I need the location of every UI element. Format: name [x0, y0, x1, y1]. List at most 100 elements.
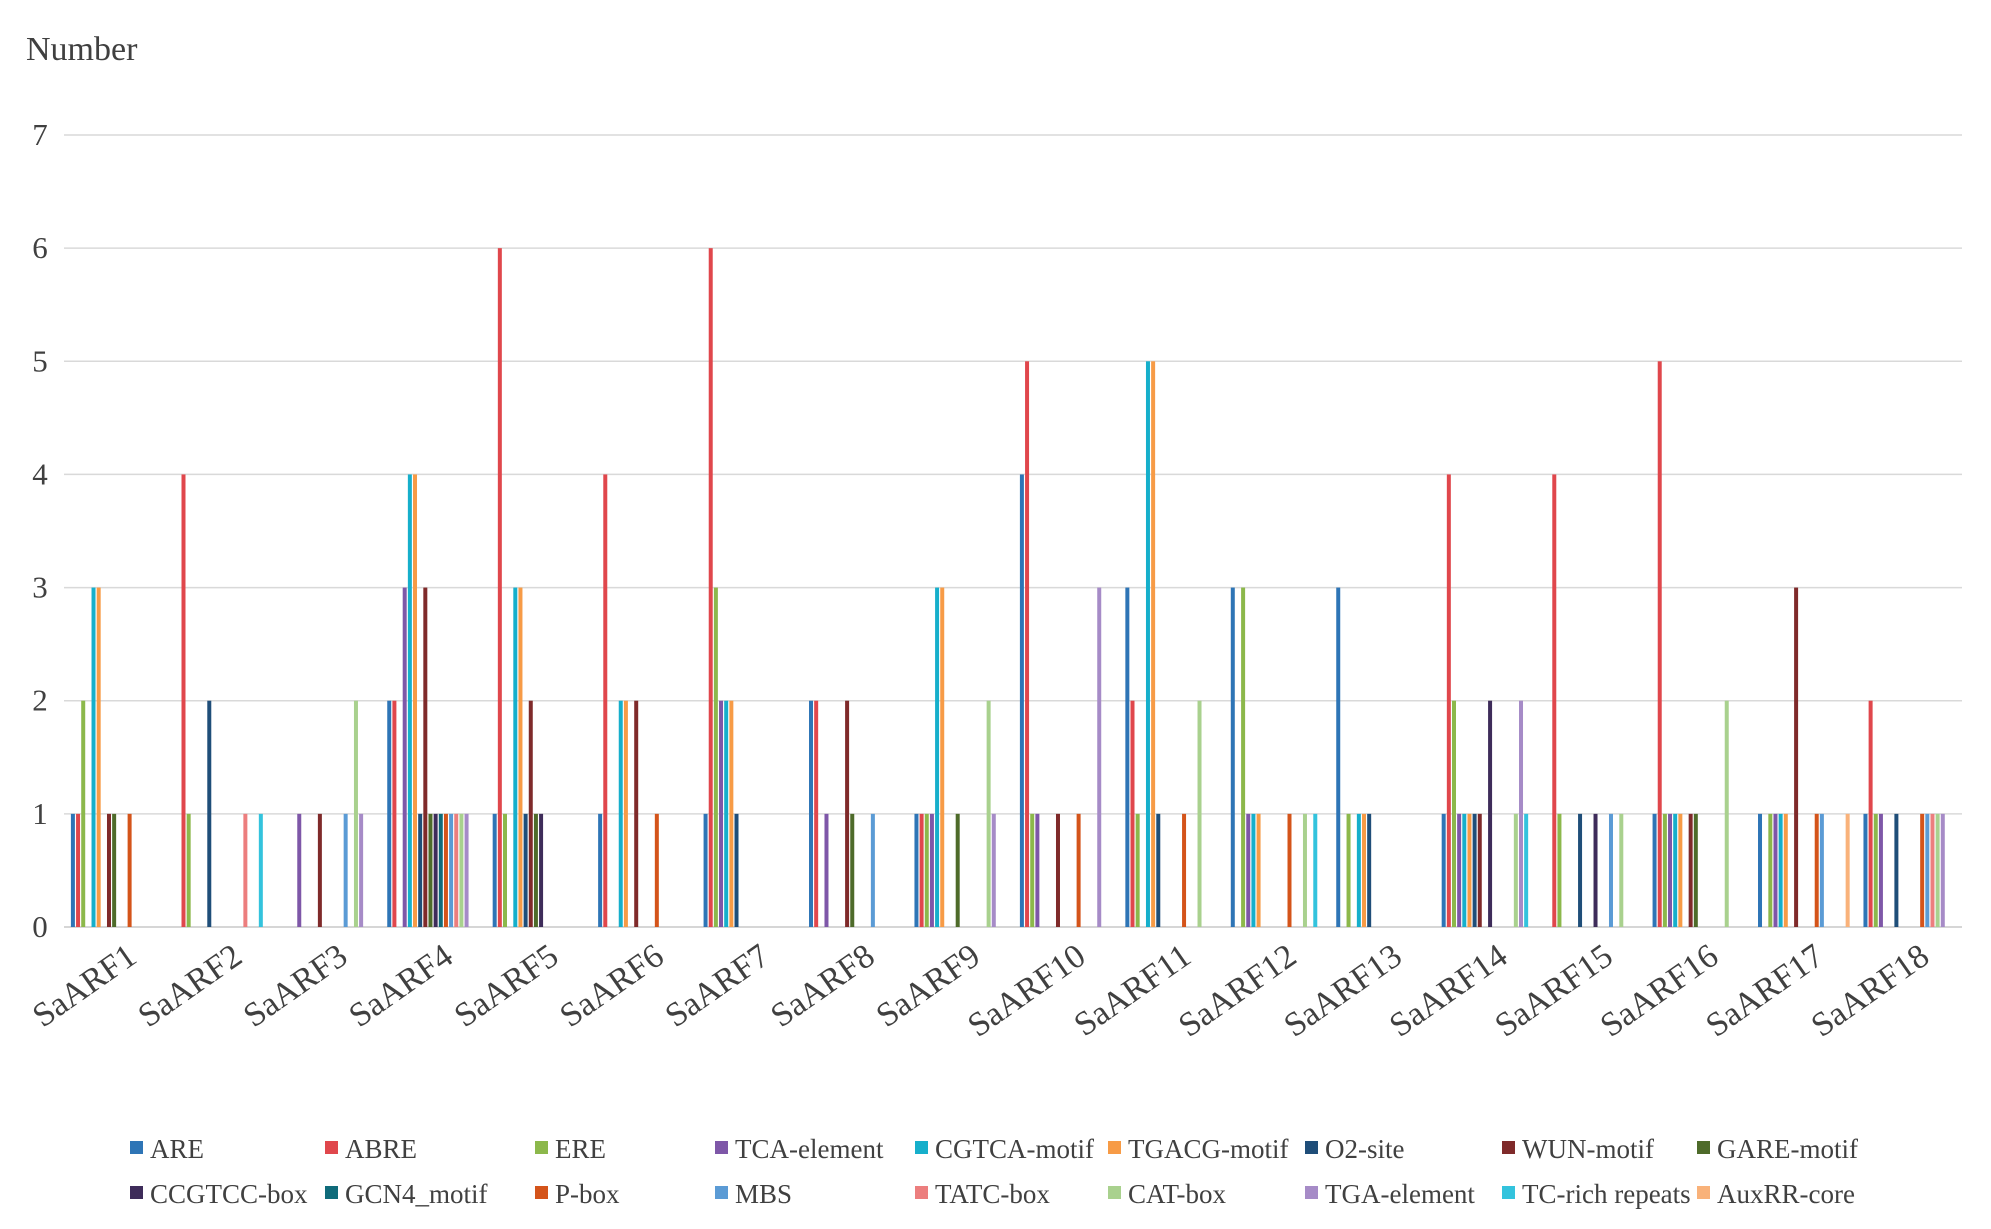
bar-are [1125, 587, 1130, 927]
legend-label: ABRE [345, 1134, 417, 1164]
bar-tgacg-motif [1783, 813, 1788, 927]
y-tick-label: 3 [32, 570, 48, 605]
x-category-labels: SaARF1SaARF2SaARF3SaARF4SaARF5SaARF6SaAR… [26, 937, 1936, 1044]
bar-tga-element [464, 813, 469, 927]
y-tick-label: 6 [32, 230, 48, 265]
bar-gare-motif [1693, 813, 1698, 927]
x-category-label: SaARF11 [1068, 937, 1198, 1044]
bar-p-box [1814, 813, 1819, 927]
legend-item: GCN4_motif [325, 1179, 488, 1209]
bar-wun-motif [1688, 813, 1693, 927]
bar-wun-motif [317, 813, 322, 927]
bar-wun-motif [1477, 813, 1482, 927]
legend-swatch [915, 1186, 928, 1199]
x-category-label: SaARF17 [1699, 937, 1830, 1044]
legend-item: ARE [130, 1134, 204, 1164]
bar-group-saarf8 [809, 700, 875, 927]
bar-cgtca-motif [1673, 813, 1678, 927]
bar-abre [814, 700, 819, 927]
bar-are [1758, 813, 1763, 927]
bar-abre [708, 248, 713, 928]
bar-ere [1662, 813, 1667, 927]
bar-abre [603, 474, 608, 927]
bar-cgtca-motif [618, 700, 623, 927]
bar-ere [1873, 813, 1878, 927]
bar-abre [1657, 361, 1662, 927]
bar-abre [1025, 361, 1030, 927]
bar-group-saarf9 [914, 587, 996, 927]
legend-swatch [130, 1186, 143, 1199]
bar-mbs [1819, 813, 1824, 927]
bar-abre [1446, 474, 1451, 927]
bar-p-box [654, 813, 659, 927]
bar-ere [1346, 813, 1351, 927]
bar-group-saarf7 [703, 248, 739, 928]
bar-ere [1030, 813, 1035, 927]
bar-are [387, 700, 392, 927]
bar-abre [497, 248, 502, 928]
y-tick-label: 7 [32, 117, 48, 152]
bar-groups [70, 248, 1945, 928]
y-tick-label: 4 [32, 456, 48, 491]
bar-o2-site [1367, 813, 1372, 927]
bar-mbs [870, 813, 875, 927]
legend-label: TGACG-motif [1128, 1134, 1288, 1164]
x-category-label: SaARF15 [1488, 937, 1619, 1044]
bar-group-saarf17 [1758, 587, 1850, 927]
legend-item: TGACG-motif [1108, 1134, 1288, 1164]
bar-abre [76, 813, 81, 927]
legend-swatch [325, 1186, 338, 1199]
x-category-label: SaARF12 [1172, 937, 1303, 1044]
bar-are [1019, 474, 1024, 927]
bar-are [1441, 813, 1446, 927]
bar-group-saarf3 [297, 700, 364, 927]
bar-gare-motif [533, 813, 538, 927]
bar-ere [1241, 587, 1246, 927]
x-category-label: SaARF16 [1594, 937, 1725, 1044]
bar-o2-site [418, 813, 423, 927]
legend-label: CAT-box [1128, 1179, 1227, 1209]
legend-label: P-box [555, 1179, 620, 1209]
legend-item: TC-rich repeats [1502, 1179, 1691, 1209]
bar-tca-element [1246, 813, 1251, 927]
bar-o2-site [523, 813, 528, 927]
bar-abre [1552, 474, 1557, 927]
bar-tca-element [824, 813, 829, 927]
legend-item: ERE [535, 1134, 606, 1164]
bar-tatc-box [243, 813, 248, 927]
legend-item: CCGTCC-box [130, 1179, 308, 1209]
bar-o2-site [207, 700, 212, 927]
bar-tgacg-motif [1678, 813, 1683, 927]
bar-cgtca-motif [513, 587, 518, 927]
bar-group-saarf13 [1336, 587, 1372, 927]
bar-cgtca-motif [1778, 813, 1783, 927]
bar-tca-element [1035, 813, 1040, 927]
bar-ere [1557, 813, 1562, 927]
bar-tga-element [991, 813, 996, 927]
bar-wun-motif [634, 700, 639, 927]
bar-p-box [443, 813, 448, 927]
bar-tga-element [1097, 587, 1102, 927]
bar-mbs [1925, 813, 1930, 927]
gridlines [64, 134, 1962, 928]
bar-ere [1451, 700, 1456, 927]
legend-label: TATC-box [935, 1179, 1050, 1209]
bar-cgtca-motif [1145, 361, 1150, 927]
bar-p-box [1182, 813, 1187, 927]
bar-cat-box [1619, 813, 1624, 927]
legend-swatch [1305, 1141, 1318, 1154]
bar-tca-element [1668, 813, 1673, 927]
bar-gare-motif [428, 813, 433, 927]
bar-cgtca-motif [1251, 813, 1256, 927]
x-category-label: SaARF1 [26, 937, 143, 1034]
bar-tga-element [1940, 813, 1945, 927]
bar-gare-motif [112, 813, 117, 927]
legend-item: ABRE [325, 1134, 417, 1164]
x-category-label: SaARF14 [1383, 937, 1514, 1044]
y-tick-label: 5 [32, 343, 48, 378]
bar-cat-box [459, 813, 464, 927]
bar-cat-box [986, 700, 991, 927]
bar-p-box [1076, 813, 1081, 927]
legend-label: TCA-element [735, 1134, 884, 1164]
legend-swatch [535, 1186, 548, 1199]
